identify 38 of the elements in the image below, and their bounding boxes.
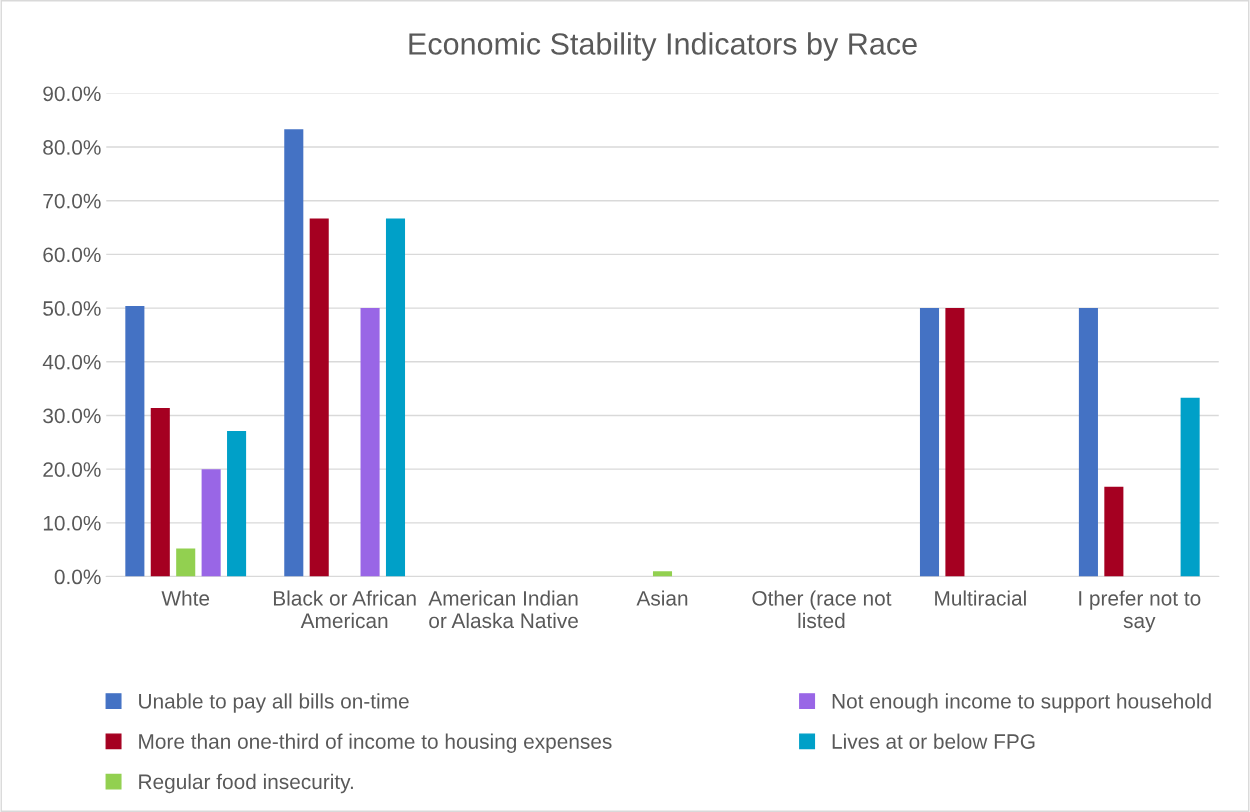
bar (125, 305, 145, 577)
legend-label: Unable to pay all bills on-time (139, 693, 409, 713)
bar (919, 308, 940, 577)
y-tick-label: 40.0% (42, 354, 101, 370)
bar (1180, 397, 1200, 577)
bar (201, 469, 221, 577)
y-tick-label: 80.0% (43, 140, 101, 155)
bar (652, 571, 673, 577)
bar (385, 218, 406, 577)
legend-label: Lives at or below FPG (832, 733, 1035, 749)
bar (150, 407, 170, 577)
x-tick-label: Whte (161, 590, 210, 606)
y-tick-label: 70.0% (43, 193, 101, 209)
y-tick-label: 20.0% (43, 462, 101, 477)
bar (360, 308, 380, 577)
x-tick-label: Asian (636, 590, 688, 606)
bar (284, 129, 304, 577)
bar (1104, 486, 1124, 577)
x-tick-label: I prefer not to say (1079, 590, 1201, 633)
bar (227, 431, 247, 577)
x-tick-label: American Indian or Alaska Native (428, 590, 578, 629)
y-tick-label: 30.0% (43, 408, 101, 424)
y-tick-label: 10.0% (43, 515, 101, 531)
legend-label: Not enough income to support household (832, 693, 1211, 713)
y-tick-label: 50.0% (43, 301, 101, 316)
y-tick-label: 0.0% (54, 569, 101, 585)
legend-label: More than one-third of income to housing expenses (139, 733, 612, 753)
x-tick-label: Multiracial (935, 590, 1026, 606)
bar (945, 308, 965, 577)
x-tick-label: Other (race not listed (752, 590, 892, 629)
chart-title: Economic Stability Indicators by Race (409, 32, 917, 61)
legend-label: Regular food insecurity. (139, 773, 353, 794)
x-tick-label: Black or African American (273, 590, 416, 629)
y-tick-label: 60.0% (43, 247, 101, 263)
y-tick-label: 90.0% (43, 86, 101, 102)
bar (309, 218, 329, 577)
bar (176, 548, 196, 577)
bar (1078, 308, 1098, 577)
